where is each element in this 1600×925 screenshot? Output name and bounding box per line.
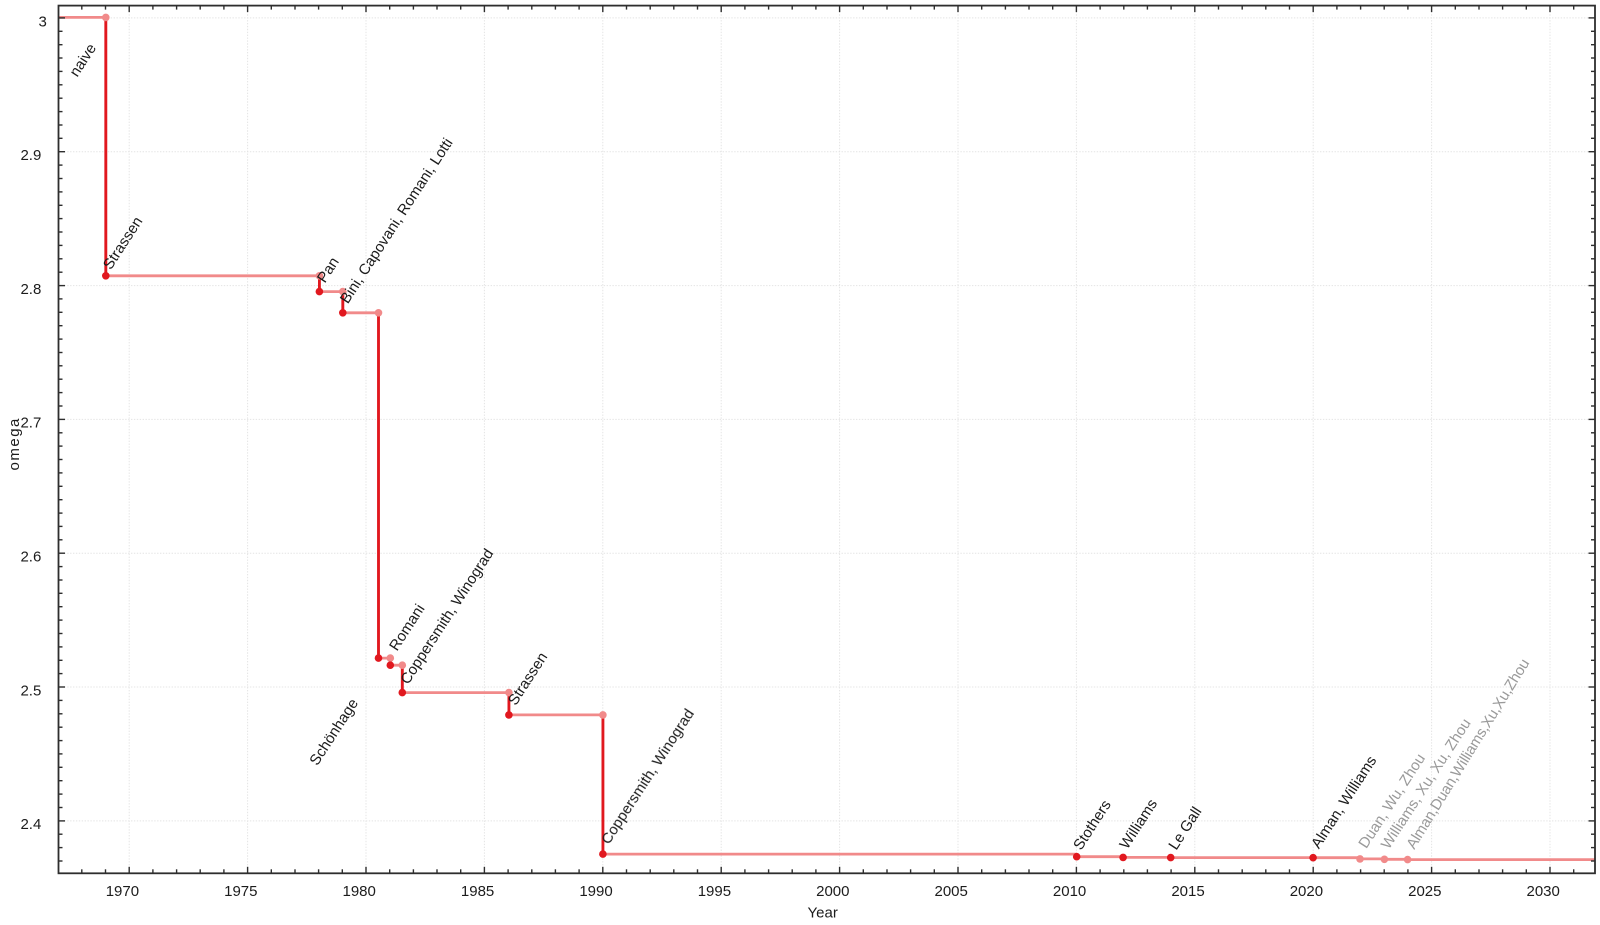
svg-text:Year: Year bbox=[808, 905, 838, 921]
svg-text:omega: omega bbox=[6, 417, 23, 470]
svg-text:1980: 1980 bbox=[343, 883, 376, 900]
svg-text:1975: 1975 bbox=[224, 883, 257, 900]
svg-text:2005: 2005 bbox=[935, 883, 968, 900]
svg-text:2030: 2030 bbox=[1527, 883, 1560, 900]
svg-text:2025: 2025 bbox=[1408, 883, 1441, 900]
svg-text:2010: 2010 bbox=[1053, 883, 1086, 900]
svg-text:1990: 1990 bbox=[579, 883, 612, 900]
svg-text:3: 3 bbox=[38, 13, 46, 30]
svg-text:2.5: 2.5 bbox=[20, 682, 41, 699]
svg-text:2.7: 2.7 bbox=[20, 415, 41, 432]
svg-text:2020: 2020 bbox=[1290, 883, 1323, 900]
svg-text:2000: 2000 bbox=[816, 883, 849, 900]
svg-text:1970: 1970 bbox=[106, 883, 139, 900]
svg-text:2015: 2015 bbox=[1171, 883, 1204, 900]
svg-text:2.4: 2.4 bbox=[20, 816, 41, 833]
svg-text:2.6: 2.6 bbox=[20, 549, 41, 566]
svg-text:2.8: 2.8 bbox=[20, 281, 41, 298]
svg-text:1995: 1995 bbox=[698, 883, 731, 900]
svg-text:1985: 1985 bbox=[461, 883, 494, 900]
svg-text:2.9: 2.9 bbox=[20, 147, 41, 164]
